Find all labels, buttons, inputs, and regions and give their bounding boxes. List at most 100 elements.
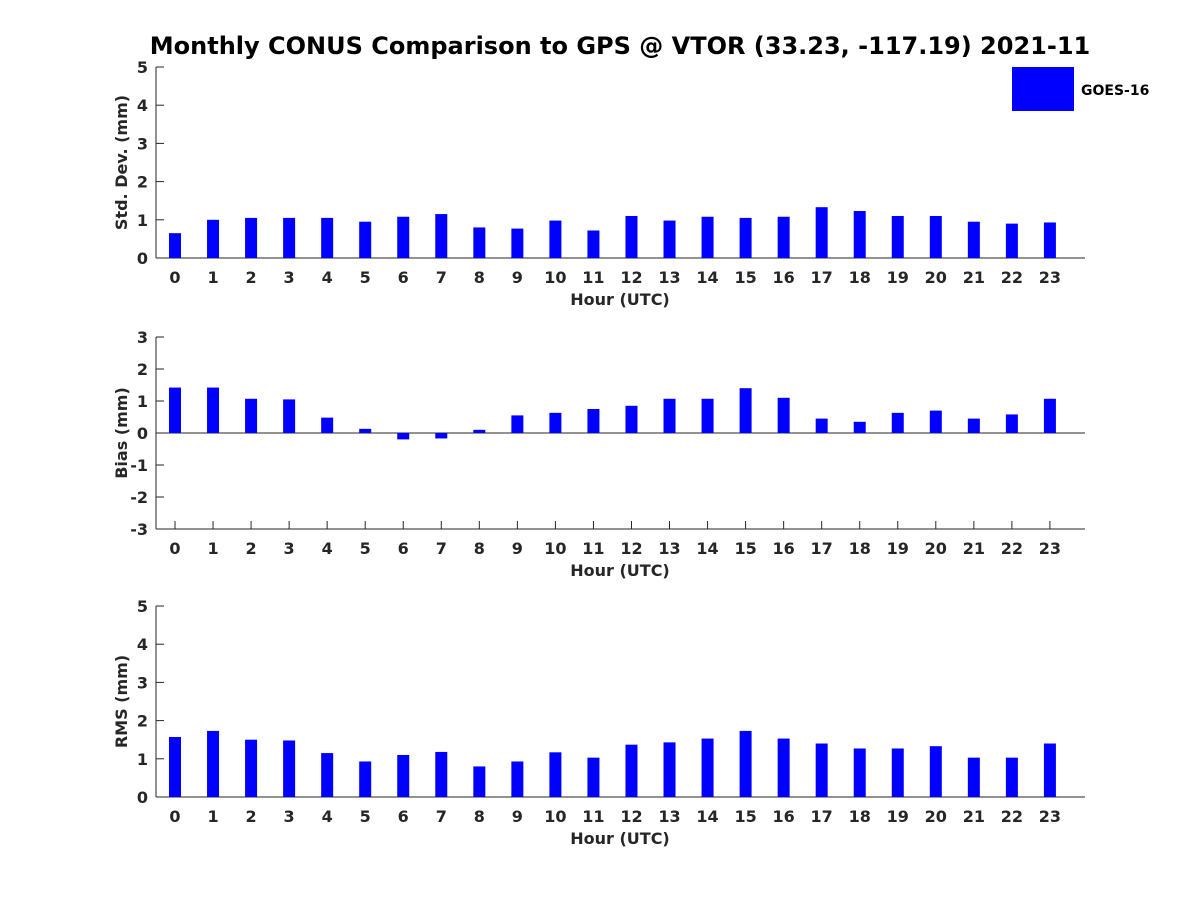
- bar-hour-3: [283, 217, 296, 258]
- x-tick-label: 14: [696, 539, 718, 558]
- x-tick-label: 13: [658, 539, 680, 558]
- bar-hour-22: [1005, 223, 1018, 258]
- y-tick-label: 3: [137, 673, 148, 692]
- bar-hour-8: [473, 227, 486, 258]
- y-tick-label: 2: [137, 360, 148, 379]
- bar-hour-14: [701, 738, 714, 797]
- bar-hour-19: [891, 412, 904, 433]
- bar-hour-3: [283, 740, 296, 797]
- x-tick-label: 19: [887, 807, 909, 826]
- x-axis-label: Hour (UTC): [570, 829, 670, 848]
- x-tick-label: 20: [925, 268, 947, 287]
- bar-hour-5: [359, 221, 372, 258]
- bar-hour-1: [207, 387, 220, 433]
- bar-hour-20: [929, 215, 942, 258]
- x-tick-label: 11: [582, 807, 604, 826]
- bar-hour-22: [1005, 414, 1018, 433]
- x-tick-label: 8: [474, 539, 485, 558]
- bar-hour-8: [473, 429, 486, 433]
- bar-hour-16: [777, 397, 790, 433]
- y-tick-label: 0: [137, 788, 148, 807]
- x-tick-label: 1: [207, 807, 218, 826]
- x-tick-label: 17: [811, 539, 833, 558]
- x-tick-label: 10: [544, 807, 566, 826]
- x-tick-label: 19: [887, 268, 909, 287]
- bar-hour-7: [435, 433, 448, 439]
- bar-hour-12: [625, 405, 638, 433]
- x-tick-label: 16: [773, 268, 795, 287]
- x-tick-label: 13: [658, 268, 680, 287]
- bar-hour-2: [245, 739, 258, 797]
- bar-hour-13: [663, 220, 676, 258]
- x-axis-label: Hour (UTC): [570, 290, 670, 309]
- bar-hour-0: [169, 737, 181, 797]
- bar-hour-2: [245, 217, 258, 258]
- x-tick-label: 19: [887, 539, 909, 558]
- x-tick-label: 15: [734, 268, 756, 287]
- x-tick-label: 0: [169, 807, 180, 826]
- x-tick-label: 3: [284, 807, 295, 826]
- x-tick-label: 6: [398, 807, 409, 826]
- y-tick-label: -2: [130, 488, 148, 507]
- y-axis-label: Bias (mm): [112, 387, 131, 479]
- y-tick-label: 2: [137, 712, 148, 731]
- bar-hour-5: [359, 761, 372, 797]
- x-tick-label: 9: [512, 539, 523, 558]
- x-tick-label: 10: [544, 539, 566, 558]
- bar-hour-0: [169, 233, 181, 258]
- legend-swatch: [1012, 67, 1074, 111]
- bar-hour-6: [397, 754, 410, 797]
- x-tick-label: 8: [474, 807, 485, 826]
- x-tick-label: 23: [1039, 268, 1061, 287]
- bar-hour-6: [397, 433, 410, 440]
- y-tick-label: 1: [137, 211, 148, 230]
- bar-hour-10: [549, 412, 562, 433]
- bar-hour-19: [891, 748, 904, 797]
- bar-hour-17: [815, 418, 828, 433]
- x-axis-label: Hour (UTC): [570, 561, 670, 580]
- bar-hour-22: [1005, 757, 1018, 797]
- bar-hour-11: [587, 409, 600, 433]
- bar-hour-14: [701, 216, 714, 258]
- bar-hour-14: [701, 398, 714, 433]
- y-tick-label: 5: [137, 597, 148, 616]
- x-tick-label: 18: [849, 807, 871, 826]
- y-tick-label: 3: [137, 328, 148, 347]
- y-tick-label: 0: [137, 249, 148, 268]
- x-tick-label: 21: [963, 268, 985, 287]
- y-tick-label: 1: [137, 750, 148, 769]
- x-tick-label: 16: [773, 807, 795, 826]
- bar-hour-12: [625, 215, 638, 258]
- x-tick-label: 5: [360, 268, 371, 287]
- bar-hour-15: [739, 730, 752, 797]
- bar-hour-9: [511, 415, 524, 433]
- x-tick-label: 2: [246, 268, 257, 287]
- bar-hour-23: [1043, 398, 1056, 433]
- x-tick-label: 7: [436, 268, 447, 287]
- x-tick-label: 6: [398, 539, 409, 558]
- x-tick-label: 12: [620, 268, 642, 287]
- x-tick-label: 0: [169, 268, 180, 287]
- bar-hour-17: [815, 743, 828, 797]
- bar-hour-13: [663, 398, 676, 433]
- bar-hour-19: [891, 215, 904, 258]
- bar-hour-20: [929, 410, 942, 433]
- x-tick-label: 1: [207, 268, 218, 287]
- y-tick-label: 0: [137, 424, 148, 443]
- x-tick-label: 4: [322, 539, 333, 558]
- bar-hour-10: [549, 752, 562, 797]
- x-tick-label: 4: [322, 268, 333, 287]
- bar-hour-9: [511, 761, 524, 797]
- x-tick-label: 1: [207, 539, 218, 558]
- bar-hour-18: [853, 211, 866, 258]
- x-tick-label: 12: [620, 807, 642, 826]
- x-tick-label: 23: [1039, 807, 1061, 826]
- y-tick-label: 1: [137, 392, 148, 411]
- bar-hour-4: [321, 217, 334, 258]
- bar-hour-3: [283, 399, 296, 433]
- bar-hour-1: [207, 730, 220, 797]
